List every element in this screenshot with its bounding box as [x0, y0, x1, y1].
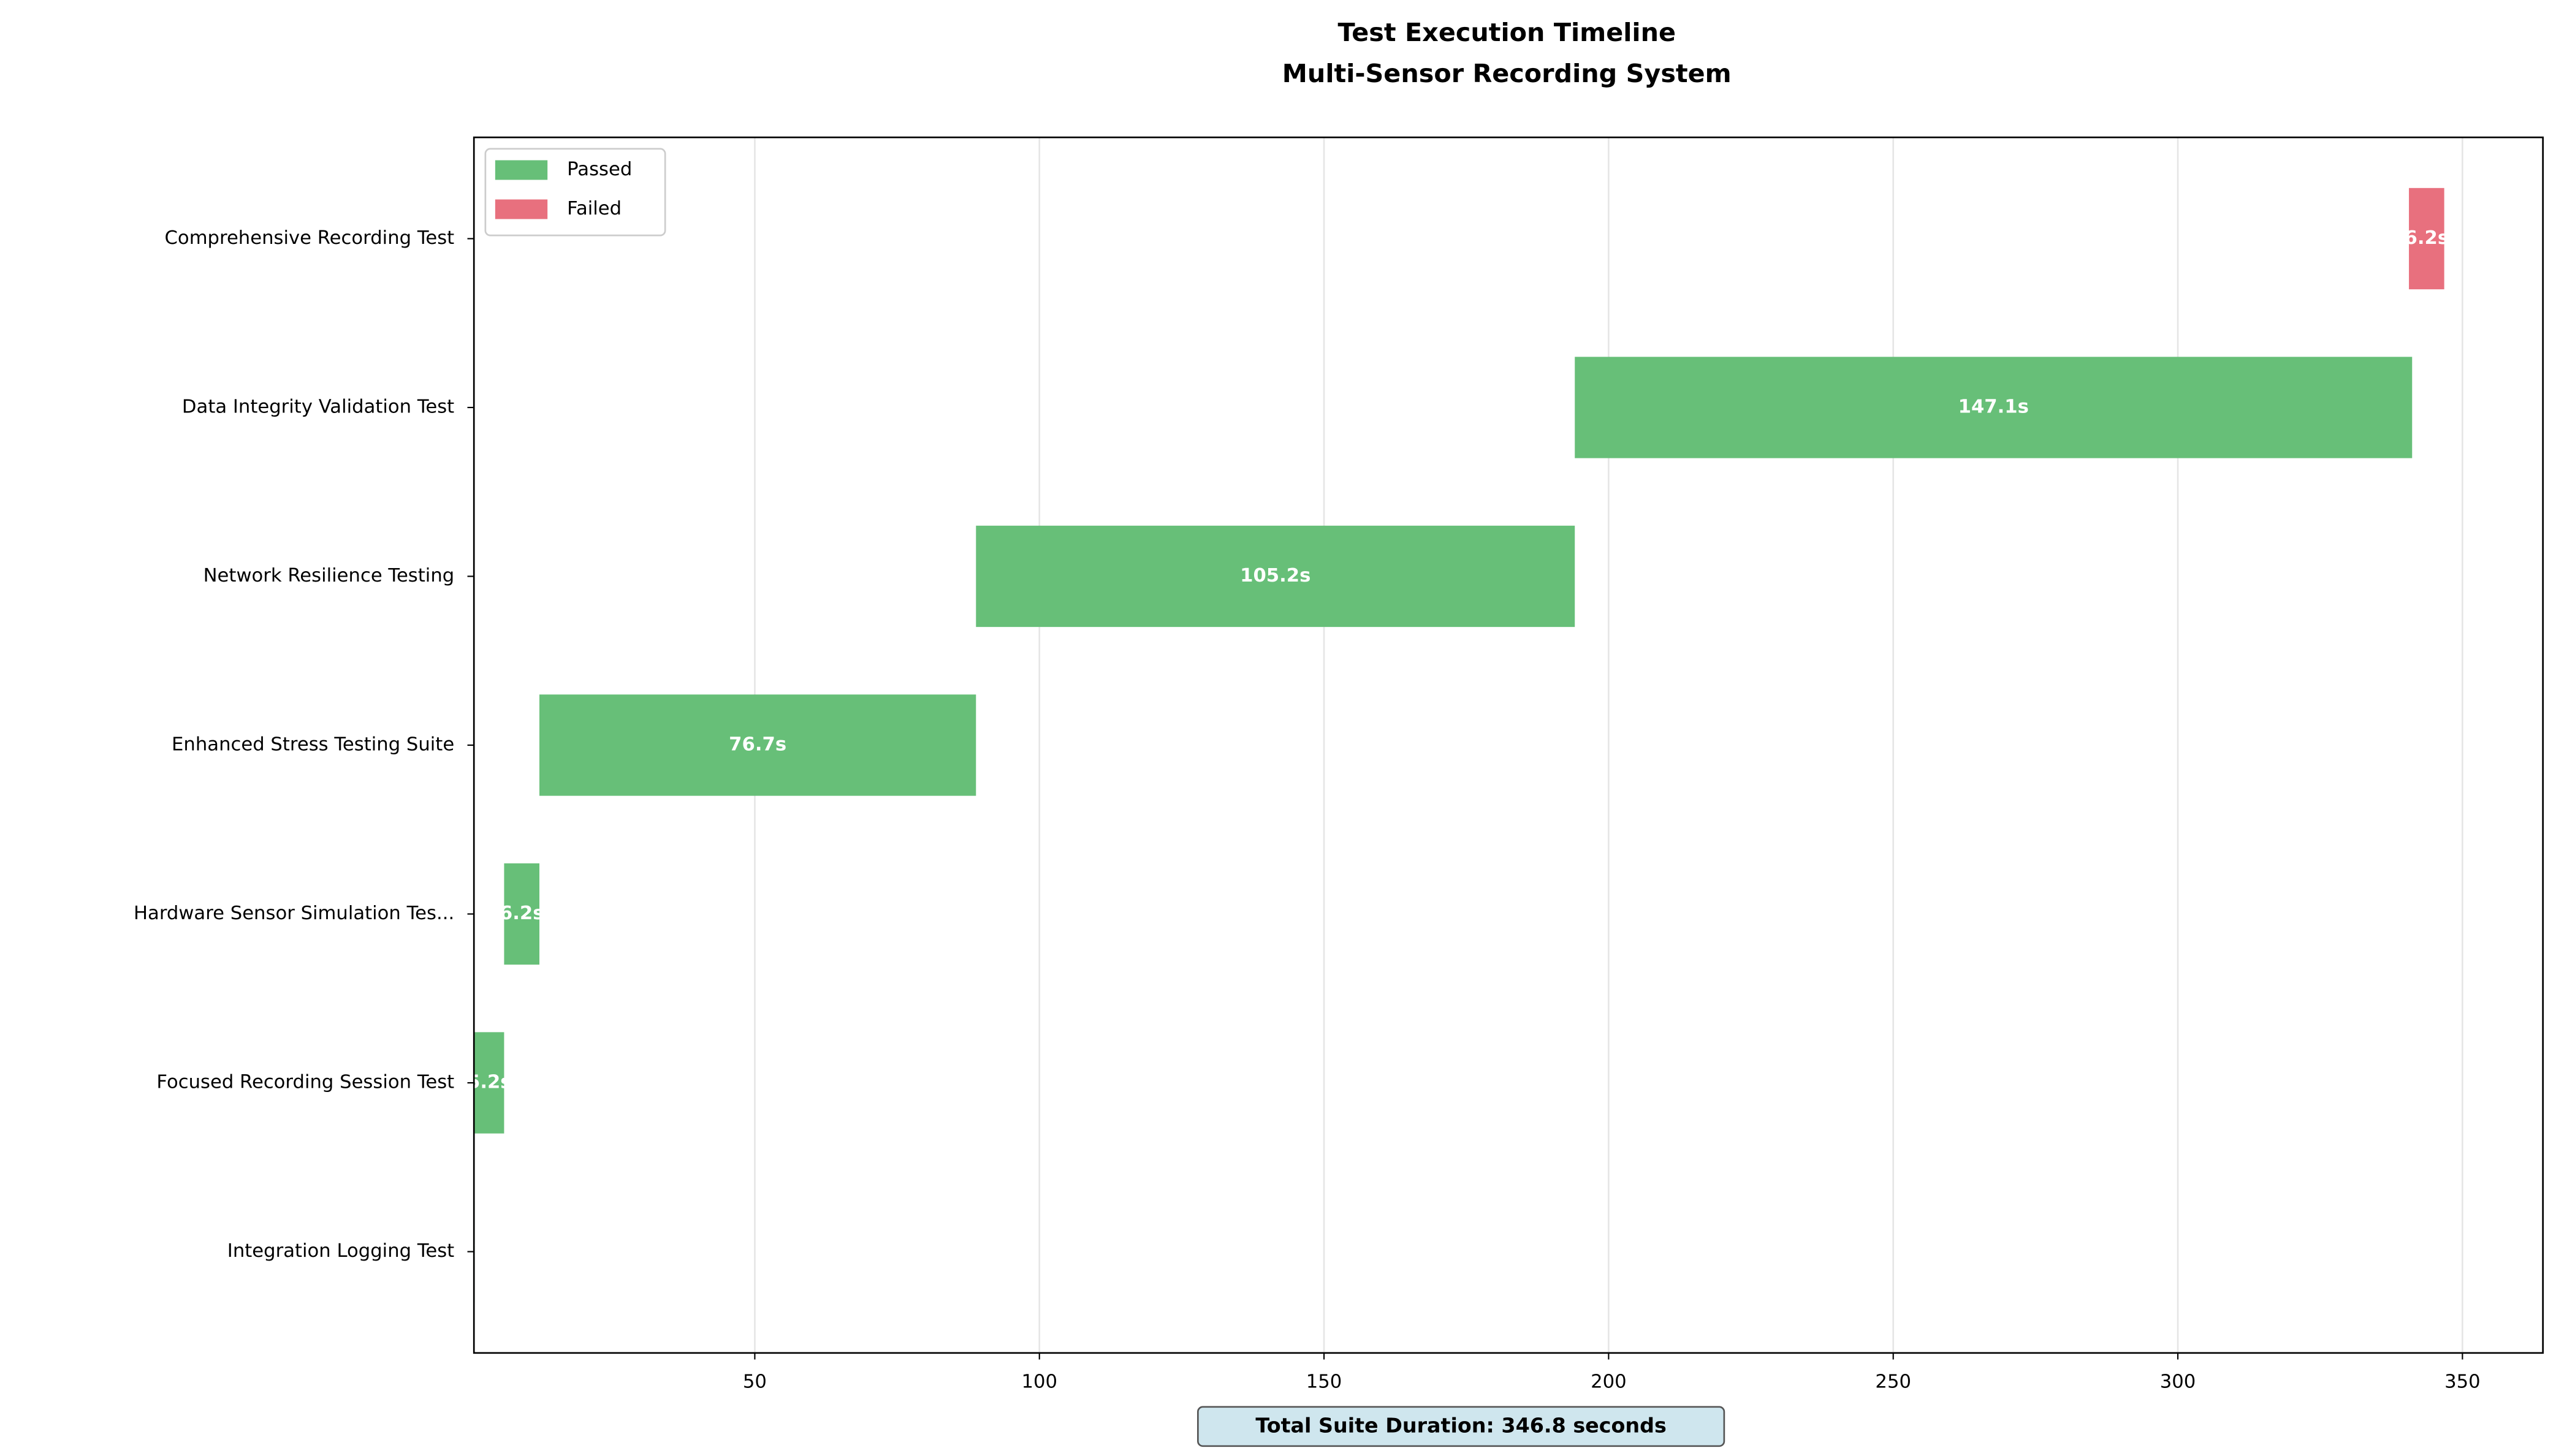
bars: 0.1s 5.2s 6.2s 76.7s 105.2s 147.1s 6.2s: [452, 188, 2449, 1303]
x-tick-label: 50: [743, 1371, 767, 1392]
x-tick-label: 150: [1306, 1371, 1342, 1392]
annotation: Total Suite Duration: 346.8 seconds: [1255, 1413, 1666, 1437]
value-label: 76.7s: [729, 734, 786, 755]
legend-label: Passed: [567, 159, 632, 180]
x-tick-label: 300: [2160, 1371, 2196, 1392]
axes: 50 100 150 200 250 300 350 Integration Logging …: [134, 227, 2481, 1392]
bar: [1575, 357, 2413, 458]
x-tick-label: 350: [2444, 1371, 2481, 1392]
y-tick-label: Focused Recording Session Test: [156, 1072, 454, 1093]
value-label: 5.2s: [467, 1072, 512, 1093]
y-tick-label: Hardware Sensor Simulation Tes...: [134, 903, 454, 924]
value-label: 105.2s: [1240, 565, 1310, 586]
legend: Passed Failed: [484, 148, 666, 237]
x-tick-label: 200: [1591, 1371, 1627, 1392]
legend-swatch: [495, 160, 548, 180]
bar: [976, 525, 1575, 628]
y-tick-label: Enhanced Stress Testing Suite: [172, 734, 454, 755]
value-label: 6.2s: [2405, 227, 2449, 249]
chart-subtitle: Multi-Sensor Recording System: [1282, 59, 1732, 88]
y-tick-label: Data Integrity Validation Test: [182, 396, 454, 417]
value-label: 147.1s: [1958, 396, 2029, 417]
value-label: 6.2s: [500, 903, 544, 924]
chart-title: Test Execution Timeline: [1338, 18, 1676, 47]
y-tick-label: Integration Logging Test: [227, 1240, 454, 1262]
y-tick-label: Network Resilience Testing: [203, 565, 455, 586]
grid: [754, 137, 2463, 1353]
bar: [474, 1032, 504, 1134]
bar: [539, 694, 976, 796]
y-tick-label: Comprehensive Recording Test: [165, 227, 455, 249]
annotation-box: [1197, 1406, 1725, 1447]
bar: [2409, 188, 2444, 290]
legend-swatch: [495, 199, 548, 219]
value-label: 0.1s: [452, 1240, 496, 1262]
bar: [504, 863, 540, 965]
legend-label: Failed: [567, 198, 622, 219]
x-tick-label: 250: [1875, 1371, 1911, 1392]
x-tick-label: 100: [1021, 1371, 1057, 1392]
